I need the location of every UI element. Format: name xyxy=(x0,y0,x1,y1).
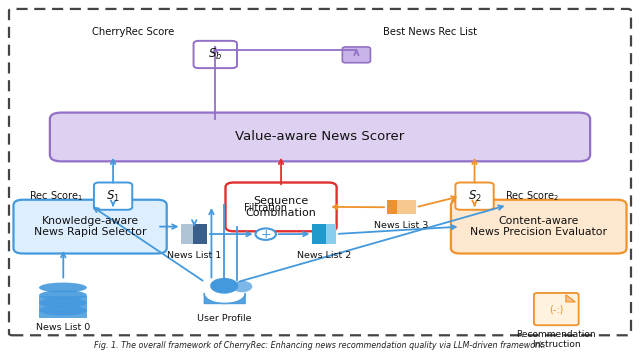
Ellipse shape xyxy=(39,298,87,308)
Text: $S_b$: $S_b$ xyxy=(208,47,223,62)
Circle shape xyxy=(232,281,252,292)
Bar xyxy=(193,224,207,244)
Text: Sequence
Combination: Sequence Combination xyxy=(246,196,317,218)
Bar xyxy=(397,201,416,214)
Text: Best News Rec List: Best News Rec List xyxy=(383,27,477,37)
Text: News List 0: News List 0 xyxy=(36,323,90,332)
Polygon shape xyxy=(566,295,575,302)
Text: News List 1: News List 1 xyxy=(167,251,221,260)
Text: Content-aware
News Precision Evaluator: Content-aware News Precision Evaluator xyxy=(470,216,607,237)
FancyBboxPatch shape xyxy=(50,113,590,161)
FancyBboxPatch shape xyxy=(94,183,132,210)
Bar xyxy=(326,224,336,244)
Ellipse shape xyxy=(39,290,87,300)
Bar xyxy=(39,296,87,318)
Text: Value-aware News Scorer: Value-aware News Scorer xyxy=(236,130,404,144)
FancyBboxPatch shape xyxy=(456,183,493,210)
Text: News List 2: News List 2 xyxy=(297,251,351,260)
Text: User Profile: User Profile xyxy=(197,315,252,324)
Ellipse shape xyxy=(39,283,87,293)
Text: Rec Score$_2$: Rec Score$_2$ xyxy=(505,189,559,203)
Text: Knowledge-aware
News Rapid Selector: Knowledge-aware News Rapid Selector xyxy=(34,216,147,237)
Text: +: + xyxy=(260,228,271,240)
Ellipse shape xyxy=(39,305,87,315)
Bar xyxy=(312,224,326,244)
Text: Fig. 1. The overall framework of CherryRec: Enhancing news recommendation qualit: Fig. 1. The overall framework of CherryR… xyxy=(94,341,546,350)
FancyBboxPatch shape xyxy=(193,41,237,68)
Text: Filtration: Filtration xyxy=(244,203,287,213)
Circle shape xyxy=(210,278,238,294)
FancyBboxPatch shape xyxy=(342,47,371,63)
Text: (-:): (-:) xyxy=(549,304,563,314)
Text: News List 3: News List 3 xyxy=(374,221,428,230)
Text: $S_2$: $S_2$ xyxy=(468,189,481,204)
Bar xyxy=(181,224,193,244)
FancyBboxPatch shape xyxy=(13,200,167,253)
Text: CherryRec Score: CherryRec Score xyxy=(92,27,174,37)
Circle shape xyxy=(255,228,276,240)
FancyBboxPatch shape xyxy=(451,200,627,253)
Text: Rec Score$_1$: Rec Score$_1$ xyxy=(29,189,84,203)
Text: $S_1$: $S_1$ xyxy=(106,189,120,204)
FancyBboxPatch shape xyxy=(225,183,337,231)
Bar xyxy=(387,201,397,214)
Text: Recommendation
Instruction: Recommendation Instruction xyxy=(516,330,596,349)
FancyBboxPatch shape xyxy=(534,293,579,325)
